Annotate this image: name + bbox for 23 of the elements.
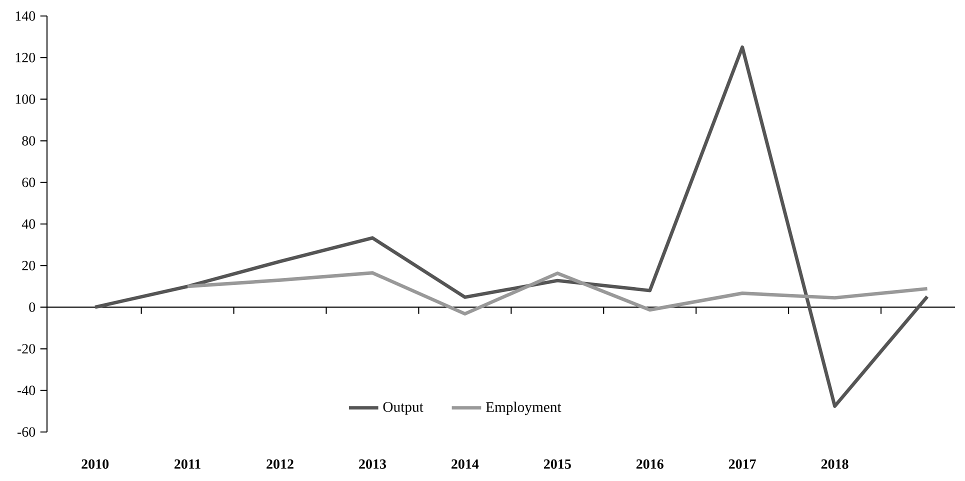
x-tick-label: 2016 (636, 459, 664, 469)
x-tick-label: 2014 (452, 459, 479, 469)
x-tick-label: 2010 (82, 459, 109, 469)
x-tick-label: 2018 (821, 459, 848, 469)
y-tick-label: 0 (29, 302, 36, 312)
y-tick-label: 100 (16, 94, 36, 104)
y-tick-label: -60 (17, 427, 36, 437)
y-tick-label: 40 (22, 219, 36, 229)
y-tick-label: -20 (17, 344, 36, 354)
legend-label: Employment (486, 402, 562, 416)
legend-label: Output (383, 402, 424, 415)
x-tick-label: 2012 (266, 459, 294, 469)
x-tick-label: 2015 (544, 459, 571, 469)
x-tick-label: 2011 (174, 459, 200, 469)
y-tick-label: 60 (22, 178, 36, 188)
y-tick-label: 120 (16, 52, 36, 62)
y-tick-label: 140 (16, 11, 36, 21)
line-series (186, 271, 929, 316)
x-tick-label: 2017 (728, 459, 756, 469)
y-tick-label: 80 (22, 136, 36, 146)
x-tick-label: 2013 (359, 459, 386, 469)
y-tick-label: 20 (22, 260, 36, 270)
y-tick-label: -40 (17, 386, 36, 396)
